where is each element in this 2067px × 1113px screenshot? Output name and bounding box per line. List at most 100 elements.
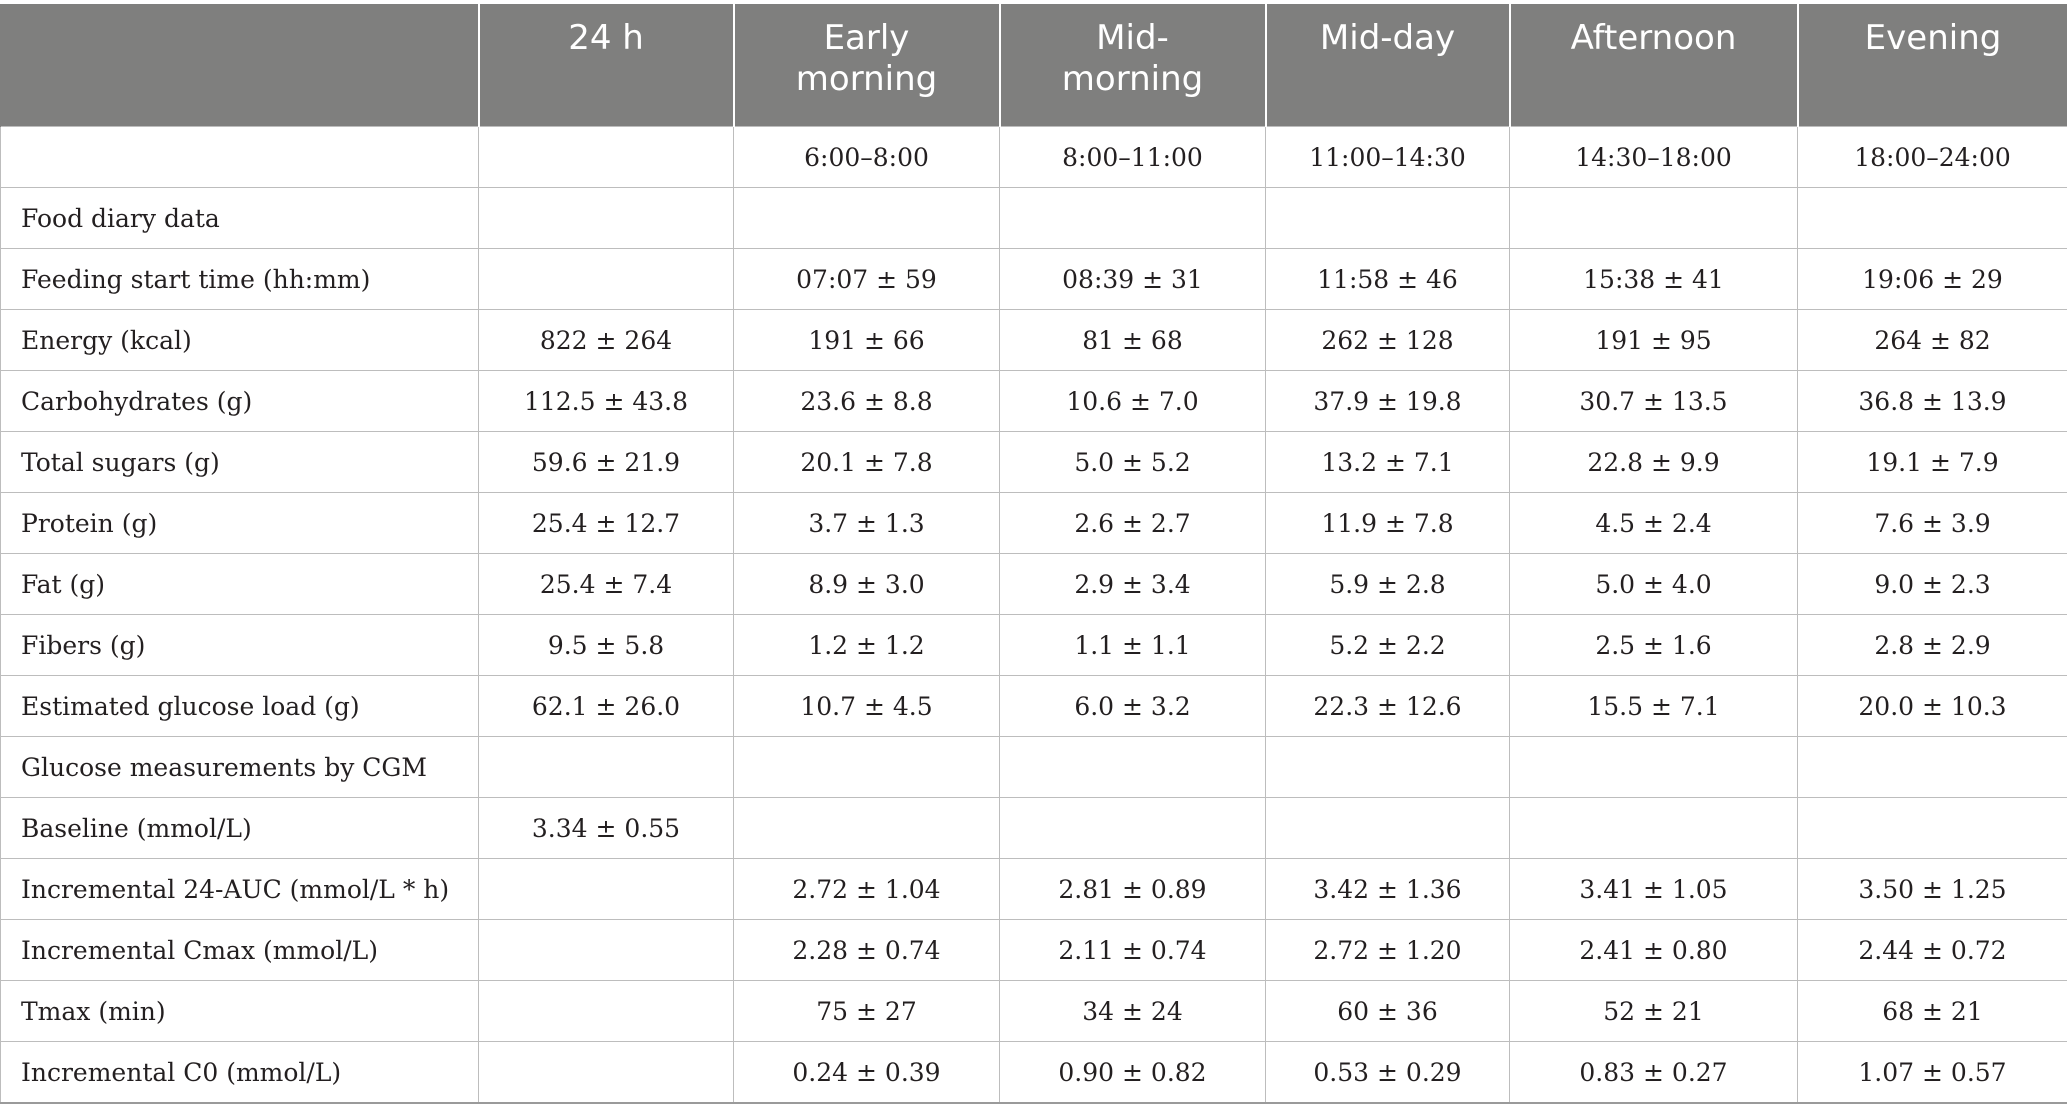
value-cell: 18:00–24:00	[1797, 126, 2067, 188]
value-cell: 112.5 ± 43.8	[478, 370, 734, 432]
value-cell: 30.7 ± 13.5	[1509, 370, 1798, 432]
table-row: Glucose measurements by CGM	[0, 736, 2067, 798]
row-label-cell: Incremental 24-AUC (mmol/L * h)	[0, 858, 479, 920]
value-cell: 20.1 ± 7.8	[733, 431, 1000, 493]
table-row: Food diary data	[0, 187, 2067, 249]
row-label-cell: Fat (g)	[0, 553, 479, 615]
header-cell-mid-morning: Mid-morning	[998, 4, 1266, 127]
value-cell: 13.2 ± 7.1	[1265, 431, 1510, 493]
table-row: Tmax (min) 75 ± 27 34 ± 24 60 ± 36 52 ± 21 68…	[0, 980, 2067, 1042]
value-cell: 15.5 ± 7.1	[1509, 675, 1798, 737]
value-cell: 4.5 ± 2.4	[1509, 492, 1798, 554]
value-cell: 264 ± 82	[1797, 309, 2067, 371]
value-cell: 0.83 ± 0.27	[1509, 1041, 1798, 1104]
row-label-cell: Food diary data	[0, 187, 479, 249]
value-cell: 2.41 ± 0.80	[1509, 919, 1798, 981]
value-cell	[478, 858, 734, 920]
value-cell: 3.41 ± 1.05	[1509, 858, 1798, 920]
value-cell	[999, 736, 1266, 798]
value-cell: 5.2 ± 2.2	[1265, 614, 1510, 676]
value-cell: 37.9 ± 19.8	[1265, 370, 1510, 432]
value-cell	[1509, 797, 1798, 859]
value-cell: 5.0 ± 4.0	[1509, 553, 1798, 615]
value-cell: 22.3 ± 12.6	[1265, 675, 1510, 737]
value-cell: 3.42 ± 1.36	[1265, 858, 1510, 920]
row-label-cell: Energy (kcal)	[0, 309, 479, 371]
value-cell: 22.8 ± 9.9	[1509, 431, 1798, 493]
header-row: 24 h Early morning Mid-morning Mid-day A…	[0, 4, 2067, 127]
row-label-cell: Feeding start time (hh:mm)	[0, 248, 479, 310]
value-cell	[478, 126, 734, 188]
value-cell: 191 ± 95	[1509, 309, 1798, 371]
value-cell: 5.0 ± 5.2	[999, 431, 1266, 493]
value-cell: 6.0 ± 3.2	[999, 675, 1266, 737]
value-cell: 19.1 ± 7.9	[1797, 431, 2067, 493]
table-row: Protein (g) 25.4 ± 12.7 3.7 ± 1.3 2.6 ± 2.7…	[0, 492, 2067, 554]
value-cell: 11.9 ± 7.8	[1265, 492, 1510, 554]
value-cell: 2.11 ± 0.74	[999, 919, 1266, 981]
value-cell	[733, 797, 1000, 859]
value-cell	[1797, 187, 2067, 249]
row-label-cell: Carbohydrates (g)	[0, 370, 479, 432]
value-cell: 8:00–11:00	[999, 126, 1266, 188]
value-cell: 191 ± 66	[733, 309, 1000, 371]
value-cell: 1.1 ± 1.1	[999, 614, 1266, 676]
row-label-cell: Estimated glucose load (g)	[0, 675, 479, 737]
header-cell-afternoon: Afternoon	[1508, 4, 1798, 127]
value-cell: 3.7 ± 1.3	[733, 492, 1000, 554]
value-cell: 2.81 ± 0.89	[999, 858, 1266, 920]
value-cell	[478, 736, 734, 798]
row-label-cell	[0, 126, 479, 188]
value-cell: 262 ± 128	[1265, 309, 1510, 371]
value-cell	[1265, 797, 1510, 859]
table-row: Fat (g) 25.4 ± 7.4 8.9 ± 3.0 2.9 ± 3.4 5.9 ±…	[0, 553, 2067, 615]
value-cell: 6:00–8:00	[733, 126, 1000, 188]
value-cell: 2.28 ± 0.74	[733, 919, 1000, 981]
row-label-cell: Total sugars (g)	[0, 431, 479, 493]
row-label-cell: Baseline (mmol/L)	[0, 797, 479, 859]
value-cell: 3.34 ± 0.55	[478, 797, 734, 859]
value-cell: 52 ± 21	[1509, 980, 1798, 1042]
value-cell: 19:06 ± 29	[1797, 248, 2067, 310]
value-cell: 20.0 ± 10.3	[1797, 675, 2067, 737]
value-cell: 5.9 ± 2.8	[1265, 553, 1510, 615]
value-cell: 1.07 ± 0.57	[1797, 1041, 2067, 1104]
value-cell: 0.24 ± 0.39	[733, 1041, 1000, 1104]
value-cell	[999, 797, 1266, 859]
table-row: 6:00–8:00 8:00–11:00 11:00–14:30 14:30–18:0…	[0, 126, 2067, 188]
value-cell: 10.7 ± 4.5	[733, 675, 1000, 737]
row-label-cell: Tmax (min)	[0, 980, 479, 1042]
value-cell: 7.6 ± 3.9	[1797, 492, 2067, 554]
value-cell	[1797, 797, 2067, 859]
value-cell: 0.90 ± 0.82	[999, 1041, 1266, 1104]
value-cell: 3.50 ± 1.25	[1797, 858, 2067, 920]
value-cell: 9.5 ± 5.8	[478, 614, 734, 676]
value-cell: 10.6 ± 7.0	[999, 370, 1266, 432]
header-cell-24h: 24 h	[477, 4, 734, 127]
value-cell: 9.0 ± 2.3	[1797, 553, 2067, 615]
row-label-cell: Fibers (g)	[0, 614, 479, 676]
value-cell	[733, 736, 1000, 798]
value-cell: 81 ± 68	[999, 309, 1266, 371]
table-row: Incremental Cmax (mmol/L) 2.28 ± 0.74 2.11…	[0, 919, 2067, 981]
value-cell: 2.5 ± 1.6	[1509, 614, 1798, 676]
value-cell: 822 ± 264	[478, 309, 734, 371]
value-cell: 2.72 ± 1.04	[733, 858, 1000, 920]
value-cell: 2.6 ± 2.7	[999, 492, 1266, 554]
value-cell: 60 ± 36	[1265, 980, 1510, 1042]
value-cell: 25.4 ± 7.4	[478, 553, 734, 615]
row-label-cell: Protein (g)	[0, 492, 479, 554]
value-cell: 8.9 ± 3.0	[733, 553, 1000, 615]
value-cell: 0.53 ± 0.29	[1265, 1041, 1510, 1104]
value-cell: 11:00–14:30	[1265, 126, 1510, 188]
value-cell	[1265, 736, 1510, 798]
table-body: 6:00–8:00 8:00–11:00 11:00–14:30 14:30–18:0…	[0, 126, 2067, 1104]
row-label-cell: Incremental Cmax (mmol/L)	[0, 919, 479, 981]
table-row: Incremental 24-AUC (mmol/L * h) 2.72 ± 1.…	[0, 858, 2067, 920]
value-cell	[1509, 187, 1798, 249]
value-cell	[1265, 187, 1510, 249]
nutrition-glucose-table: 24 h Early morning Mid-morning Mid-day A…	[0, 4, 2067, 1104]
value-cell	[478, 248, 734, 310]
value-cell: 68 ± 21	[1797, 980, 2067, 1042]
value-cell: 08:39 ± 31	[999, 248, 1266, 310]
